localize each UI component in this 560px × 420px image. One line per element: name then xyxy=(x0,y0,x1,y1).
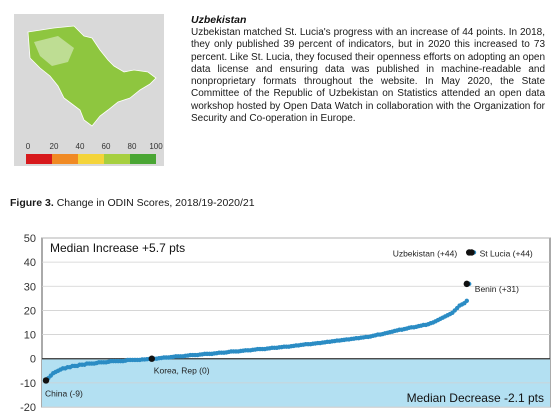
y-tick-label: 0 xyxy=(30,354,36,366)
legend-swatch xyxy=(26,154,52,164)
highlight-label: St Lucia (+44) xyxy=(480,248,533,258)
legend-color-scale xyxy=(26,154,156,164)
y-tick-label: 30 xyxy=(24,281,36,293)
description-line: in Europe. xyxy=(309,113,356,125)
description-line: and ensuring data was published in machi… xyxy=(255,63,545,75)
legend-swatch xyxy=(130,154,156,164)
country-profile: Uzbekistan Uzbekistan matched St. Lucia'… xyxy=(191,14,545,125)
highlight-label: Korea, Rep (0) xyxy=(154,366,210,376)
figure-label: Figure 3. xyxy=(10,197,54,209)
description-line: points. In 2018, they only published 39 … xyxy=(191,27,545,51)
highlighted-point xyxy=(148,355,155,362)
description-line: collaboration with the Organization for … xyxy=(191,100,545,125)
legend-swatch xyxy=(52,154,78,164)
description-line: but in 2020 this increased to 73 percent… xyxy=(191,39,546,63)
highlighted-point xyxy=(42,377,50,384)
legend-tick: 100 xyxy=(149,142,163,151)
legend-swatch xyxy=(78,154,104,164)
figure-caption: Figure 3. Change in ODIN Scores, 2018/19… xyxy=(10,197,255,209)
description-line: the State Committee of the Republic of U… xyxy=(191,76,546,100)
y-tick-label: 40 xyxy=(24,257,36,269)
country-description: Uzbekistan matched St. Lucia's progress … xyxy=(191,27,545,125)
legend-tick-labels: 0 20 40 60 80 100 xyxy=(24,142,163,152)
median-decrease-label: Median Decrease -2.1 pts xyxy=(407,391,544,405)
y-tick-label: 50 xyxy=(24,233,36,245)
highlight-label: Uzbekistan (+44) xyxy=(393,248,458,258)
y-tick-label: -10 xyxy=(20,378,36,390)
uzbekistan-map xyxy=(27,25,157,127)
legend-tick: 80 xyxy=(127,142,137,151)
y-tick-label: -20 xyxy=(20,402,36,414)
legend-tick: 40 xyxy=(75,142,85,151)
map-panel: 0 20 40 60 80 100 xyxy=(14,14,164,166)
highlighted-point xyxy=(468,249,475,256)
legend-tick: 20 xyxy=(49,142,59,151)
figure-title: Change in ODIN Scores, 2018/19-2020/21 xyxy=(56,197,255,209)
highlight-label: Benin (+31) xyxy=(475,284,519,294)
median-increase-label: Median Increase +5.7 pts xyxy=(50,241,185,255)
legend-tick: 0 xyxy=(25,142,31,151)
aral-region xyxy=(34,36,74,66)
highlight-label: China (-9) xyxy=(45,388,83,398)
y-tick-label: 20 xyxy=(24,305,36,317)
data-point xyxy=(464,298,469,303)
y-tick-label: 10 xyxy=(24,330,36,342)
legend-tick: 60 xyxy=(101,142,111,151)
description-line: focused their openness efforts on adopti… xyxy=(191,51,546,75)
description-line: attended an open data workshop hosted by… xyxy=(191,88,545,112)
legend-swatch xyxy=(104,154,130,164)
country-title: Uzbekistan xyxy=(191,14,247,26)
odin-change-chart: 50 40 30 20 10 0 -10 -20 China (-9) Korea, Rep (0… xyxy=(20,233,551,414)
description-line: nonproprietary formats throughout the we… xyxy=(191,76,493,88)
description-line: Uzbekistan matched St. Lucia's progress … xyxy=(191,27,474,38)
highlighted-point xyxy=(463,280,470,288)
